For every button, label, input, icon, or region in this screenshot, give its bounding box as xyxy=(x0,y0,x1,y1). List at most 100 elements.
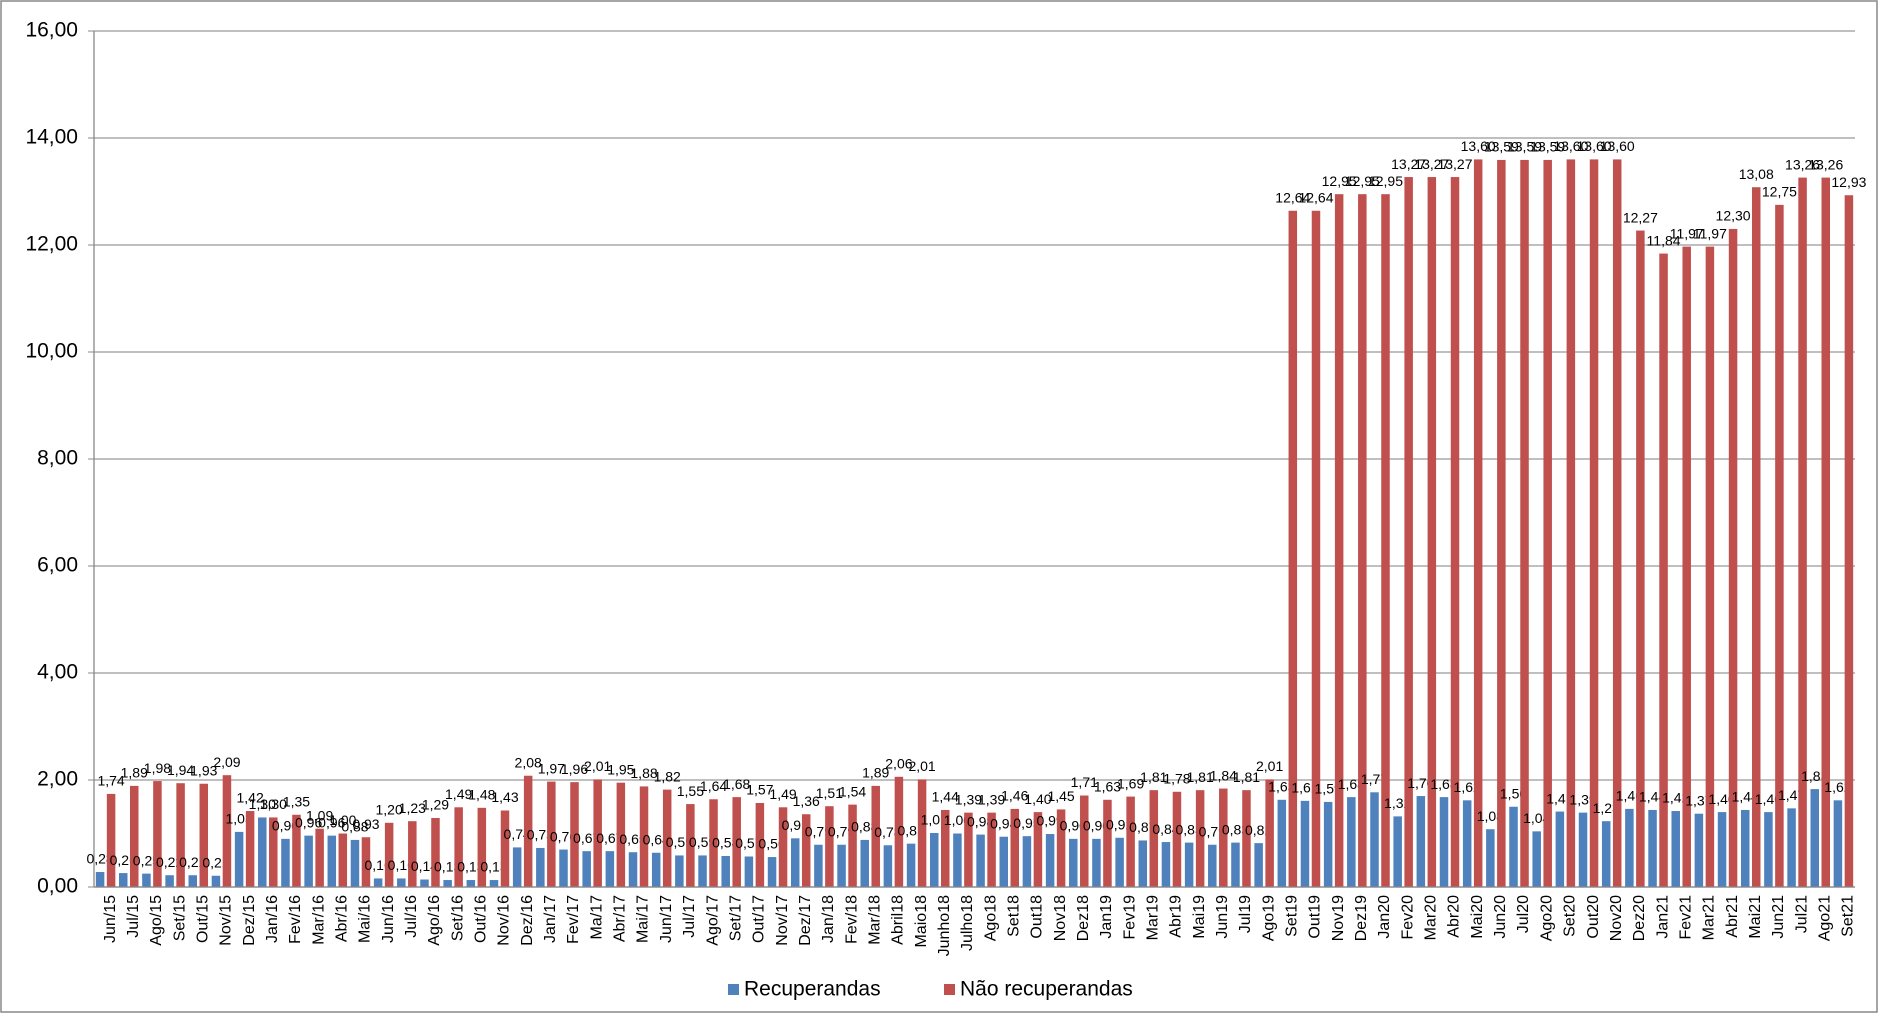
bar xyxy=(1844,195,1854,887)
bar xyxy=(1208,844,1217,887)
x-tick-group: Ago21 xyxy=(1816,895,1833,941)
bar xyxy=(130,785,139,887)
bar xyxy=(384,822,394,887)
data-label: 2,06 xyxy=(885,755,912,771)
data-label: 13,60 xyxy=(1461,138,1496,154)
bar xyxy=(1195,790,1205,887)
bar xyxy=(315,828,324,887)
data-label: 1,36 xyxy=(793,793,820,809)
x-tick-group: Nov19 xyxy=(1330,895,1347,941)
data-label: 1,93 xyxy=(190,762,217,778)
x-tick-label: Jul20 xyxy=(1515,895,1532,933)
data-label: 13,26 xyxy=(1785,156,1820,172)
bar xyxy=(1323,801,1333,887)
bar xyxy=(1242,790,1251,887)
bar xyxy=(755,803,765,887)
bar xyxy=(1080,795,1089,887)
x-tick-group: Mai21 xyxy=(1747,895,1764,939)
bar xyxy=(304,835,313,887)
x-tick-group: Jun19 xyxy=(1214,895,1231,939)
bar xyxy=(292,814,301,887)
data-label: 13,59 xyxy=(1484,139,1519,155)
x-tick-label: Jul21 xyxy=(1793,895,1810,933)
x-tick-group: Abr/17 xyxy=(612,895,629,942)
x-tick-label: Ago21 xyxy=(1816,895,1833,941)
x-tick-group: Set/17 xyxy=(727,895,744,941)
data-label: 1,82 xyxy=(654,768,681,784)
bar xyxy=(1347,797,1356,887)
bar xyxy=(1751,187,1761,888)
x-tick-label: Dez18 xyxy=(1075,895,1092,941)
bar xyxy=(1509,806,1518,887)
bar xyxy=(593,779,602,887)
x-tick-group: Fev19 xyxy=(1121,895,1138,940)
x-tick-group: Jul20 xyxy=(1515,895,1532,933)
bar xyxy=(443,880,452,887)
x-tick-group: Jul21 xyxy=(1793,895,1810,933)
bar xyxy=(825,806,834,887)
bar xyxy=(1115,837,1124,887)
bar xyxy=(1810,789,1819,887)
x-tick-label: Fev21 xyxy=(1677,895,1694,940)
y-tick-label: 16,00 xyxy=(25,19,78,42)
data-label: 1,39 xyxy=(978,791,1005,807)
bar xyxy=(1010,808,1020,887)
bar xyxy=(1648,809,1657,887)
x-tick-group: Mar21 xyxy=(1701,895,1718,940)
x-tick-label: Ago/16 xyxy=(426,895,443,946)
x-tick-group: Jun/17 xyxy=(658,895,675,943)
bar xyxy=(1798,177,1807,888)
data-label: 1,57 xyxy=(746,782,773,798)
x-tick-group: Jan21 xyxy=(1654,895,1671,939)
x-tick-label: Ago/15 xyxy=(148,895,165,946)
x-tick-group: Nov/17 xyxy=(774,895,791,946)
bar xyxy=(1497,159,1506,887)
x-tick-label: Jun19 xyxy=(1214,895,1231,939)
data-label: 13,60 xyxy=(1577,138,1612,154)
bar xyxy=(837,844,846,887)
data-label: 1,88 xyxy=(630,765,657,781)
x-tick-group: Jan20 xyxy=(1376,895,1393,939)
data-label: 13,59 xyxy=(1507,139,1542,155)
data-label: 2,01 xyxy=(584,758,611,774)
bar xyxy=(1555,811,1565,887)
bar xyxy=(744,856,754,887)
bar xyxy=(1184,842,1194,887)
x-tick-label: Set20 xyxy=(1562,895,1579,937)
data-label: 1,29 xyxy=(422,797,449,813)
bar xyxy=(1787,808,1796,887)
data-label: 12,75 xyxy=(1762,184,1797,200)
bar xyxy=(500,810,510,887)
bar xyxy=(1092,838,1101,887)
bar xyxy=(1764,812,1773,887)
x-tick-group: Jul/17 xyxy=(681,895,698,938)
data-label: 1,81 xyxy=(1187,769,1214,785)
x-tick-label: Mar20 xyxy=(1423,895,1440,940)
data-label: 13,60 xyxy=(1553,138,1588,154)
x-tick-label: Set19 xyxy=(1284,895,1301,937)
x-tick-group: Jan/17 xyxy=(542,895,559,943)
bar xyxy=(1612,159,1622,887)
data-label: 1,94 xyxy=(167,762,194,778)
data-label: 0,93 xyxy=(352,816,379,832)
data-label: 1,23 xyxy=(399,800,426,816)
bar xyxy=(547,781,556,887)
data-label: 1,68 xyxy=(723,776,750,792)
bar xyxy=(454,807,463,887)
bar xyxy=(1277,799,1287,887)
x-tick-group: Jun21 xyxy=(1770,895,1787,939)
data-label: 1,45 xyxy=(1047,788,1074,804)
x-tick-group: Dez18 xyxy=(1075,895,1092,941)
bar xyxy=(1138,840,1148,887)
bar xyxy=(1358,194,1367,888)
x-tick-group: Jul19 xyxy=(1237,895,1254,933)
bar xyxy=(1520,159,1529,887)
x-tick-label: Ago18 xyxy=(982,895,999,941)
bar xyxy=(1589,159,1599,887)
bar xyxy=(327,835,337,887)
x-tick-group: Jul/16 xyxy=(403,895,420,938)
x-tick-group: Set21 xyxy=(1840,895,1857,937)
y-tick-label: 12,00 xyxy=(25,233,78,256)
x-tick-label: Julho18 xyxy=(959,895,976,951)
bar xyxy=(1069,838,1078,887)
